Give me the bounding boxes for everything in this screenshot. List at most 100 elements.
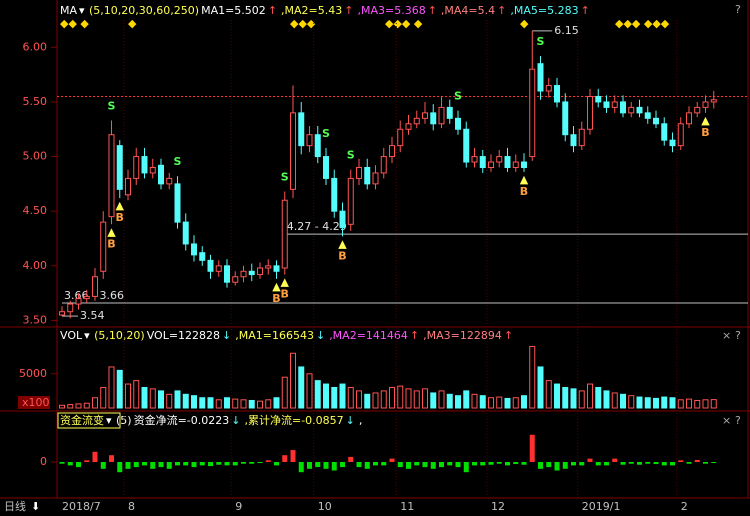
- candle-body: [108, 134, 115, 218]
- candle-body: [397, 128, 404, 147]
- candle-body: [422, 112, 428, 119]
- high-label: 6.15: [554, 24, 579, 37]
- fund-flow-bar: [216, 462, 222, 465]
- volume-bar: [710, 399, 717, 409]
- candle-body: [314, 134, 321, 158]
- volume-bar: [257, 400, 263, 409]
- signal-diamond: ◆◆◆ ◆◆◆: [615, 17, 670, 30]
- candle-body: [100, 221, 107, 272]
- fund-flow-bar: [587, 458, 593, 462]
- volume-bar: [100, 386, 107, 409]
- volume-bar: [356, 390, 362, 409]
- volume-bar: [174, 390, 181, 409]
- volume-bar: [405, 388, 412, 409]
- volume-bar: [92, 397, 98, 409]
- volume-bar: [380, 390, 387, 409]
- buy-arrow: ▲: [281, 276, 290, 289]
- fund-flow-bar: [447, 462, 453, 466]
- candle-body: [364, 166, 371, 185]
- volume-bar: [133, 380, 140, 409]
- candle-body: [479, 156, 486, 168]
- volume-bar: [347, 386, 354, 409]
- fund-flow-bar: [463, 462, 469, 473]
- close-icon[interactable]: ×: [722, 329, 731, 342]
- fund-flow-bar: [637, 462, 642, 465]
- candle-body: [669, 139, 676, 147]
- candle-body: [405, 123, 412, 130]
- trend-arrow: ↓: [346, 414, 355, 427]
- y-tick-label: 6.00: [23, 40, 48, 53]
- volume-bar: [331, 386, 338, 409]
- legend-entry[interactable]: 资金流变: [60, 413, 104, 427]
- fund-flow-bar: [529, 434, 535, 462]
- buy-arrow: ▲: [520, 173, 529, 186]
- fund-flow-bar: [595, 462, 601, 466]
- candle-body: [545, 85, 552, 92]
- volume-bar: [158, 390, 164, 409]
- candle-body: [265, 265, 272, 269]
- legend-entry[interactable]: VOL: [60, 329, 83, 342]
- fund-flow-bar: [249, 462, 255, 464]
- indicator-box[interactable]: [57, 412, 121, 429]
- volume-bar: [603, 390, 610, 409]
- volume-bar: [628, 395, 635, 409]
- fund-flow-bar: [364, 462, 370, 469]
- fund-flow-bar: [175, 462, 180, 466]
- sell-signal: S: [322, 127, 330, 140]
- period-label[interactable]: 日线: [4, 499, 26, 513]
- candle-body: [323, 156, 329, 179]
- help-icon[interactable]: ?: [735, 3, 741, 16]
- legend-entry[interactable]: MA: [60, 4, 77, 17]
- candle-body: [380, 156, 387, 174]
- volume-bar: [702, 399, 709, 409]
- fund-flow-bar: [274, 462, 279, 466]
- buy-signal: B: [116, 211, 124, 224]
- volume-bar: [83, 402, 90, 409]
- candle-body: [166, 177, 173, 185]
- x-tick-label: 11: [400, 500, 414, 513]
- fund-flow-bar: [191, 462, 197, 468]
- fund-flow-bar: [257, 462, 263, 464]
- candle-body: [554, 85, 560, 103]
- fund-flow-bar: [290, 450, 296, 462]
- volume-bar: [595, 386, 602, 409]
- volume-bar: [141, 386, 148, 409]
- legend-entry: ,MA3=5.368: [357, 4, 425, 17]
- fund-flow-bar: [670, 462, 675, 466]
- fund-flow-bar: [653, 462, 659, 465]
- fund-flow-bar: [678, 460, 684, 462]
- fund-flow-bar: [406, 462, 411, 469]
- volume-bar: [677, 399, 684, 409]
- candle-body: [611, 101, 618, 108]
- candle-body: [430, 112, 437, 125]
- dropdown-icon[interactable]: ▾: [79, 4, 85, 17]
- candle-body: [587, 95, 593, 130]
- candle-body: [653, 117, 659, 125]
- trend-arrow: ↑: [344, 4, 353, 17]
- candle-body: [578, 128, 585, 147]
- sell-signal: S: [347, 149, 355, 162]
- dropdown-icon[interactable]: ▾: [106, 414, 112, 427]
- volume-bar: [686, 398, 692, 409]
- volume-bar: [281, 376, 288, 409]
- low-label: 3.54: [80, 309, 105, 322]
- volume-bar: [455, 395, 461, 409]
- candle-body: [207, 259, 214, 272]
- help-icon[interactable]: ?: [735, 329, 741, 342]
- dropdown-icon[interactable]: ▾: [84, 329, 90, 342]
- fund-flow-bar: [389, 458, 395, 462]
- volume-bar: [248, 399, 255, 409]
- candle-body: [446, 106, 453, 119]
- fund-flow-bar: [59, 462, 65, 464]
- help-icon[interactable]: ?: [735, 414, 741, 427]
- legend-entry: ,MA1=166543: [235, 329, 314, 342]
- close-icon[interactable]: ×: [722, 414, 731, 427]
- candle-body: [331, 177, 338, 212]
- x-tick-label: 8: [128, 500, 135, 513]
- volume-bar: [611, 392, 618, 409]
- fund-flow-bar: [265, 460, 271, 462]
- y-tick-label: 5.00: [23, 150, 48, 163]
- fund-flow-bar: [282, 455, 288, 462]
- fund-flow-bar: [381, 462, 387, 466]
